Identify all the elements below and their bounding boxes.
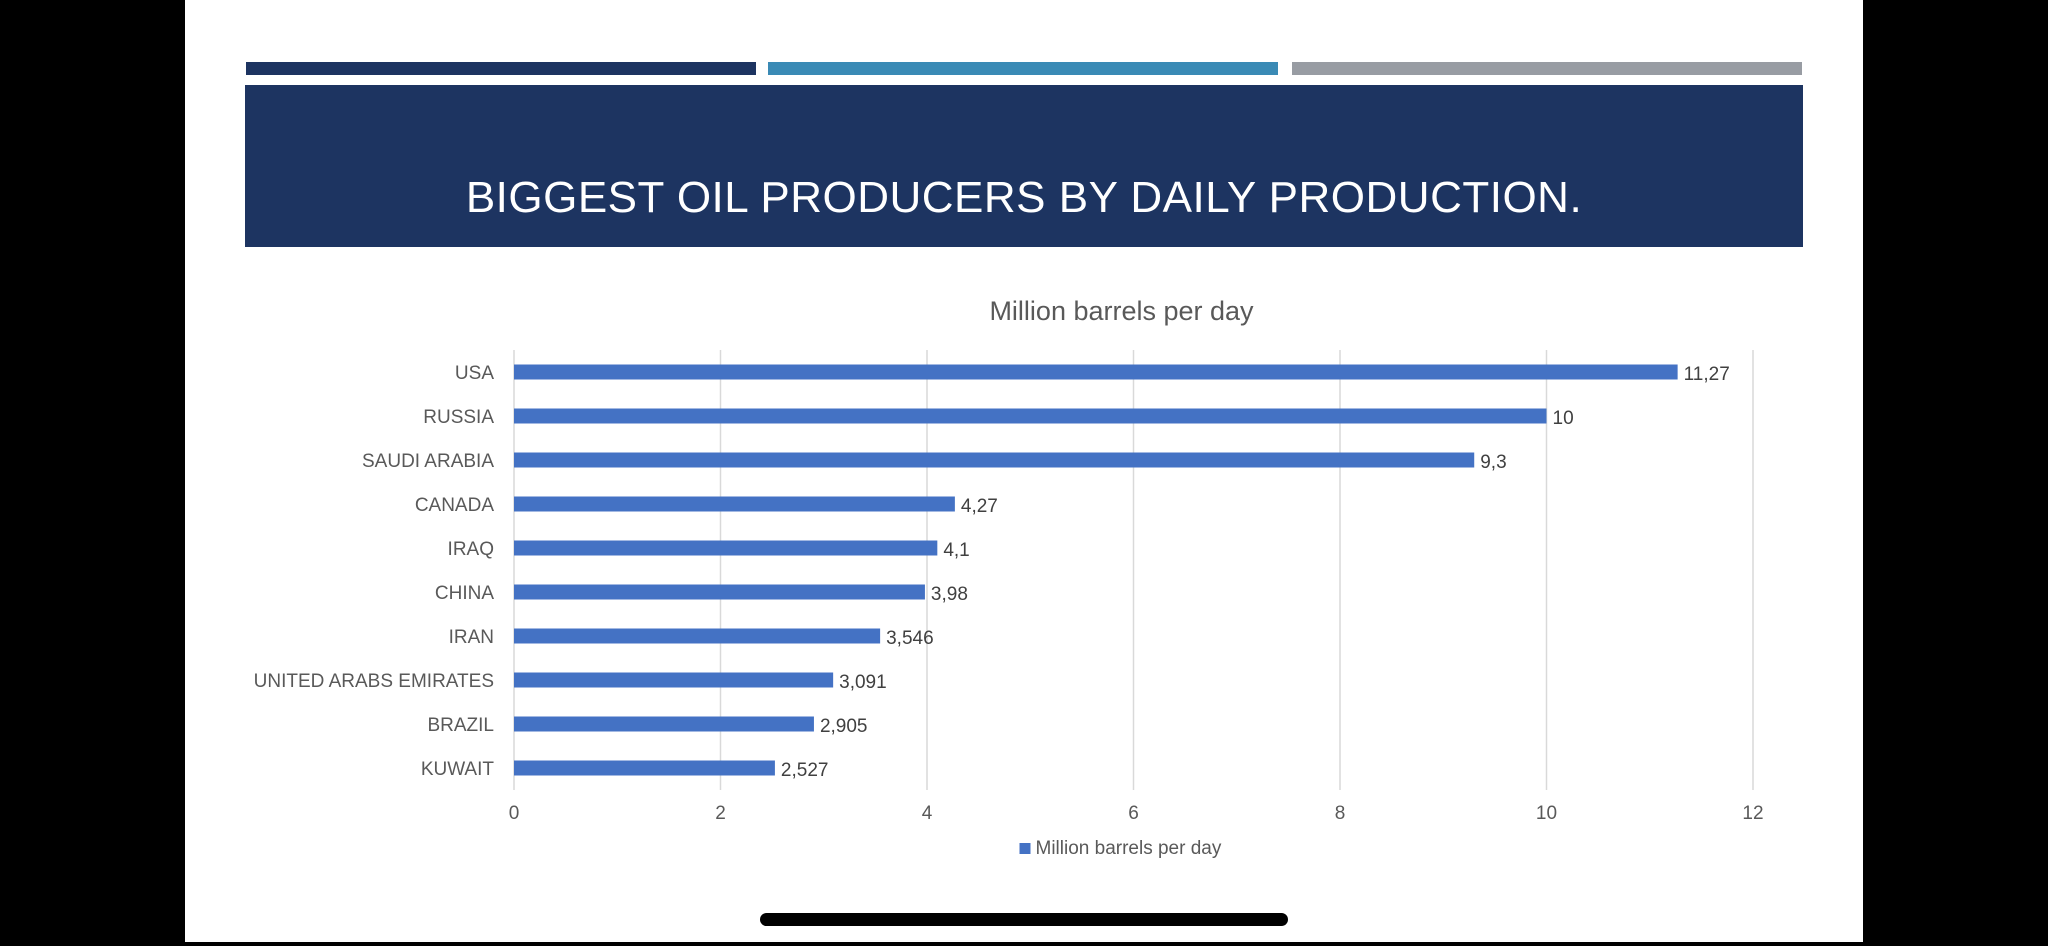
accent-bar-teal — [768, 62, 1278, 75]
category-label: KUWAIT — [421, 759, 495, 780]
bar — [514, 408, 1547, 424]
data-label: 4,27 — [961, 496, 998, 517]
category-label: CHINA — [435, 583, 494, 604]
bar — [514, 716, 814, 732]
data-label: 2,905 — [820, 716, 868, 737]
bar — [514, 452, 1475, 468]
bar-chart: Million barrels per day 0 2 4 6 8 10 12 USA 11,27… — [254, 296, 1764, 859]
chart-title: Million barrels per day — [989, 296, 1254, 326]
category-label: BRAZIL — [427, 715, 494, 736]
category-label: CANADA — [415, 495, 495, 516]
data-label: 3,546 — [886, 628, 934, 649]
bar — [514, 496, 955, 512]
data-label: 11,27 — [1684, 364, 1730, 385]
bar — [514, 672, 834, 688]
home-indicator[interactable] — [760, 913, 1288, 926]
legend-swatch — [1019, 843, 1031, 854]
accent-bar-dark — [246, 62, 756, 75]
x-tick-label: 10 — [1536, 803, 1557, 824]
bar — [514, 540, 938, 556]
data-label: 4,1 — [943, 540, 969, 561]
slide: BIGGEST OIL PRODUCERS BY DAILY PRODUCTIO… — [185, 0, 1863, 942]
bar — [514, 364, 1678, 380]
bar — [514, 760, 775, 776]
category-label: USA — [455, 363, 494, 384]
title-banner: BIGGEST OIL PRODUCERS BY DAILY PRODUCTIO… — [245, 85, 1803, 247]
category-label: SAUDI ARABIA — [362, 451, 494, 472]
category-label: RUSSIA — [423, 407, 494, 428]
legend-label: Million barrels per day — [1036, 838, 1222, 859]
x-tick-label: 8 — [1335, 803, 1346, 824]
data-label: 9,3 — [1480, 452, 1506, 473]
data-label: 3,98 — [931, 584, 968, 605]
accent-bar-gray — [1292, 62, 1802, 75]
data-label: 10 — [1553, 408, 1574, 429]
x-tick-label: 2 — [715, 803, 726, 824]
x-tick-label: 0 — [509, 803, 520, 824]
category-label: IRAN — [449, 627, 494, 648]
bar — [514, 584, 925, 600]
data-label: 2,527 — [781, 760, 829, 781]
category-label: IRAQ — [448, 539, 494, 560]
category-label: UNITED ARABS EMIRATES — [254, 671, 494, 692]
data-label: 3,091 — [839, 672, 887, 693]
bar — [514, 628, 881, 644]
slide-title: BIGGEST OIL PRODUCERS BY DAILY PRODUCTIO… — [465, 173, 1583, 222]
x-tick-label: 12 — [1742, 803, 1763, 824]
x-tick-label: 4 — [922, 803, 933, 824]
x-tick-label: 6 — [1128, 803, 1139, 824]
